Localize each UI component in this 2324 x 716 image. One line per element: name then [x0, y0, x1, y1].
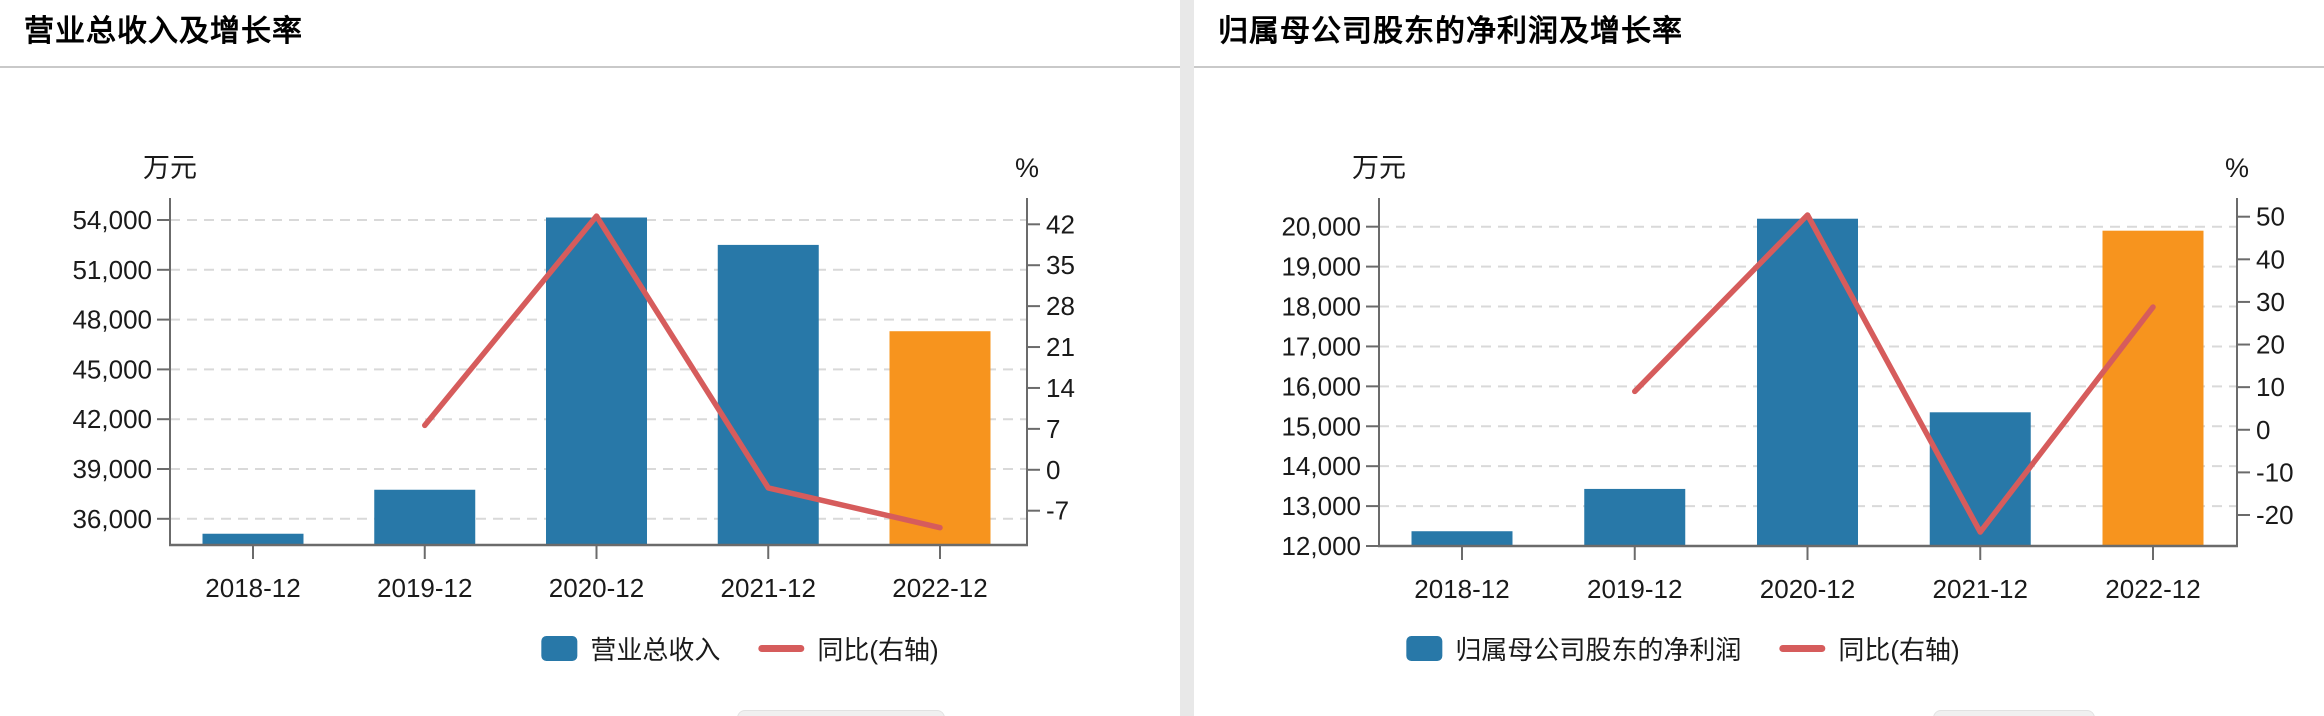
bar-2020-12[interactable] [546, 217, 647, 545]
x-tick-label: 2020-12 [549, 573, 644, 603]
y-tick-label-left: 18,000 [1281, 292, 1361, 322]
chart-svg: 36,000 39,000 42,000 45,000 48,000 51,000 54,0… [72, 153, 1075, 603]
revenue-panel: 36,000 39,000 42,000 45,000 48,000 51,000 54,0… [0, 15, 1180, 716]
bar-series-label: 营业总收入 [590, 634, 721, 665]
legend-item-net-profit[interactable]: 归属母公司股东的净利润 [1406, 630, 1741, 667]
x-tick-label: 2018-12 [205, 573, 300, 603]
y-tick-label-left: 19,000 [1281, 252, 1361, 282]
hidden-element-top-edge [1933, 710, 2095, 716]
x-tick-label: 2018-12 [1414, 574, 1509, 604]
legend-item-yoy[interactable]: 同比(右轴) [758, 630, 939, 667]
right-axis-unit-label: % [2225, 153, 2249, 183]
title-divider-line [1194, 66, 2324, 68]
y-tick-label-right: 21 [1046, 332, 1075, 362]
legend-item-revenue[interactable]: 营业总收入 [541, 630, 720, 667]
y-tick-label-left: 42,000 [72, 404, 152, 434]
hidden-element-top-edge [737, 710, 945, 716]
line-series-label: 同比(右轴) [1838, 634, 1960, 665]
bar-2018-12[interactable] [202, 533, 304, 545]
bar-2022-12[interactable] [2102, 230, 2204, 546]
growth-rate-line [422, 213, 943, 531]
bar-2019-12[interactable] [1584, 488, 1686, 546]
y-tick-label-left: 14,000 [1281, 451, 1361, 481]
y-tick-label-right: 40 [2256, 244, 2285, 274]
y-tick-label-left: 39,000 [72, 454, 152, 484]
y-tick-label-right: 20 [2256, 330, 2285, 360]
y-tick-label-right: 14 [1046, 373, 1075, 403]
bar-2018-12[interactable] [1411, 531, 1513, 546]
right-axis-unit-label: % [1015, 153, 1039, 183]
x-tick-label: 2022-12 [2105, 574, 2200, 604]
left-axis-unit-label: 万元 [143, 153, 197, 183]
y-tick-label-right: -10 [2256, 457, 2294, 487]
y-tick-label-left: 48,000 [72, 305, 152, 335]
left-axis-unit-label: 万元 [1352, 153, 1406, 183]
y-tick-label-right: 50 [2256, 202, 2285, 232]
line-series-swatch [1779, 644, 1826, 652]
y-tick-label-left: 54,000 [72, 205, 152, 235]
bar-series-label: 归属母公司股东的净利润 [1455, 634, 1742, 665]
y-tick-label-left: 13,000 [1281, 491, 1361, 521]
y-tick-label-right: 30 [2256, 287, 2285, 317]
bar-series-swatch [1406, 635, 1443, 661]
title-divider-line [0, 66, 1180, 68]
legend-item-yoy[interactable]: 同比(右轴) [1779, 630, 1960, 667]
y-tick-label-right: 0 [2256, 415, 2270, 445]
revenue-legend: 营业总收入 同比(右轴) [541, 630, 939, 667]
bar-2020-12[interactable] [1757, 218, 1858, 546]
panel-divider [1180, 0, 1194, 716]
y-tick-label-right: 28 [1046, 291, 1075, 321]
y-tick-label-right: -7 [1046, 496, 1069, 526]
bar-series-swatch [541, 635, 578, 661]
net-profit-chart-canvas: 12,000 13,000 14,000 15,000 16,000 17,000 18,0… [1194, 0, 2324, 716]
y-tick-label-right: 35 [1046, 250, 1075, 280]
y-tick-label-right: 0 [1046, 455, 1060, 485]
revenue-chart-canvas: 36,000 39,000 42,000 45,000 48,000 51,000 54,0… [72, 153, 1075, 603]
x-tick-label: 2022-12 [892, 573, 987, 603]
chart-svg: 12,000 13,000 14,000 15,000 16,000 17,000 18,0… [1281, 153, 2294, 604]
y-tick-label-left: 15,000 [1281, 411, 1361, 441]
y-tick-label-left: 36,000 [72, 504, 152, 534]
y-tick-label-left: 17,000 [1281, 331, 1361, 361]
bar-2022-12[interactable] [889, 331, 991, 545]
line-series-label: 同比(右轴) [817, 634, 939, 665]
growth-rate-line [1632, 212, 2156, 535]
y-tick-label-left: 12,000 [1281, 531, 1361, 561]
bar-2021-12[interactable] [717, 244, 819, 545]
x-tick-label: 2021-12 [721, 573, 816, 603]
x-tick-label: 2019-12 [377, 573, 472, 603]
net-profit-legend: 归属母公司股东的净利润 同比(右轴) [1406, 630, 1960, 667]
revenue-chart-title: 营业总收入及增长率 [24, 15, 303, 48]
x-tick-label: 2021-12 [1933, 574, 2028, 604]
y-tick-label-right: 42 [1046, 209, 1075, 239]
x-tick-label: 2019-12 [1587, 574, 1682, 604]
x-tick-label: 2020-12 [1760, 574, 1855, 604]
y-tick-label-left: 51,000 [72, 255, 152, 285]
y-tick-label-left: 45,000 [72, 354, 152, 384]
bar-2019-12[interactable] [374, 489, 476, 545]
line-series-swatch [758, 644, 805, 652]
net-profit-panel: 12,000 13,000 14,000 15,000 16,000 17,000 18,0… [1194, 0, 2324, 716]
net-profit-chart-title: 归属母公司股东的净利润及增长率 [1218, 15, 1683, 48]
y-tick-label-left: 16,000 [1281, 371, 1361, 401]
y-tick-label-left: 20,000 [1281, 212, 1361, 242]
y-tick-label-right: 10 [2256, 372, 2285, 402]
bar-2021-12[interactable] [1929, 412, 2031, 546]
y-tick-label-right: 7 [1046, 414, 1060, 444]
y-tick-label-right: -20 [2256, 500, 2294, 530]
